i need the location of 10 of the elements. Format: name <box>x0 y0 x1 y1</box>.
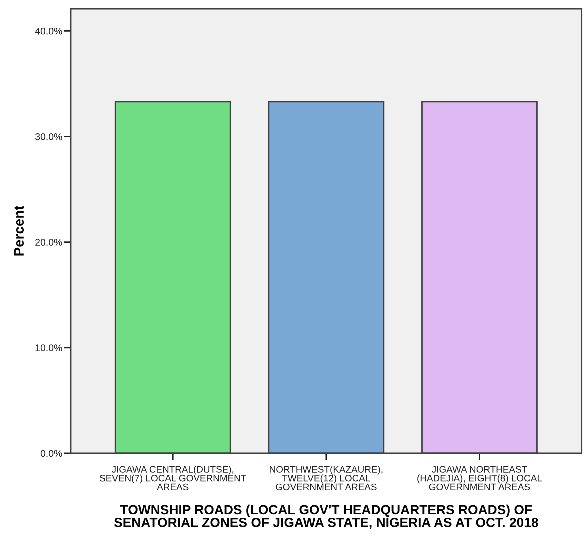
x-tick-label: JIGAWA CENTRAL(DUTSE), SEVEN(7) LOCAL GOVERNMENT AREAS <box>100 466 246 491</box>
y-tick-label: 30.0% <box>35 133 62 140</box>
y-tick-label: 10.0% <box>36 344 62 352</box>
y-tick-label: 0.0% <box>40 450 62 458</box>
x-axis-title: TOWNSHIP ROADS (LOCAL GOV'T HEADQUARTERS ROADS) OF SENATORIAL ZONES OF JIGAWA STATE, NIGERIA AS AT OCT. 2018 <box>114 504 538 530</box>
y-tick-label: 40.0% <box>35 28 62 35</box>
y-tick-label: 20.0% <box>36 239 62 246</box>
x-tick-label: NORTHWEST(KAZAURE), TWELVE(12) LOCAL GOVERNMENT AREAS <box>270 466 383 491</box>
y-axis-title: Percent <box>14 206 24 256</box>
x-tick-label: JIGAWA NORTHEAST (HADEJIA), EIGHT(8) LOCAL GOVERNMENT AREAS <box>418 466 542 491</box>
